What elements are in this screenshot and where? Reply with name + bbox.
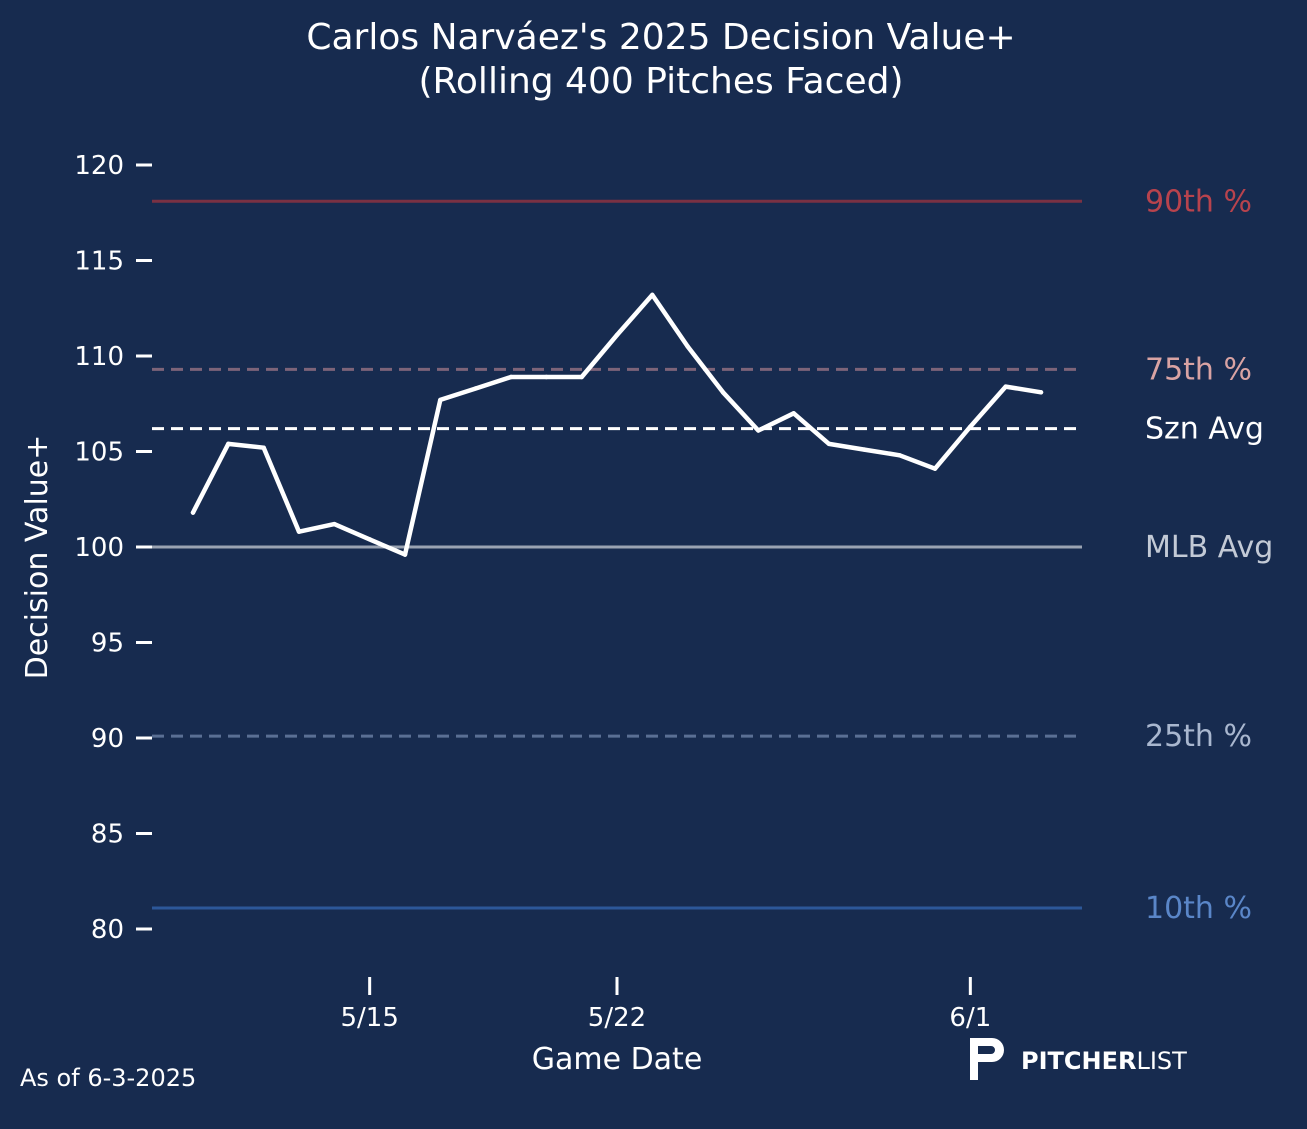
data-point (544, 374, 549, 380)
data-point (296, 529, 302, 534)
y-tick-label: 80 (91, 915, 124, 945)
ref-label-mlb-avg: MLB Avg (1145, 530, 1273, 565)
ref-label-75th: 75th % (1145, 352, 1252, 387)
y-tick-label: 115 (74, 247, 124, 277)
ref-label-szn-avg: Szn Avg (1145, 412, 1264, 447)
y-tick-label: 120 (74, 151, 124, 181)
pitcherlist-p-icon (970, 1038, 1004, 1080)
svg-text:PITCHERLIST: PITCHERLIST (1021, 1047, 1187, 1075)
x-tick-label: 5/22 (588, 1003, 646, 1033)
y-axis-label: Decision Value+ (20, 435, 55, 680)
y-tick-label: 90 (91, 724, 124, 754)
pitcherlist-logo: PITCHERLIST (970, 1038, 1187, 1080)
y-tick-label: 105 (74, 438, 124, 468)
x-tick-label: 5/15 (340, 1003, 398, 1033)
data-point (614, 332, 620, 338)
data-point (1003, 384, 1008, 389)
as-of-date: As of 6-3-2025 (20, 1064, 196, 1092)
series-group (190, 292, 1044, 557)
data-point (367, 537, 372, 542)
ref-label-90th: 90th % (1145, 184, 1252, 219)
logo-text-bold: PITCHER (1021, 1047, 1136, 1075)
data-point (579, 374, 584, 380)
ref-label-25th: 25th % (1145, 719, 1252, 754)
data-point (791, 411, 796, 416)
x-tick-label: 6/1 (949, 1003, 991, 1033)
y-tick-label: 95 (91, 629, 124, 659)
data-point (650, 292, 655, 298)
data-point (826, 441, 832, 447)
data-point (508, 374, 514, 380)
data-point (261, 445, 266, 450)
y-tick-label: 110 (74, 342, 124, 372)
x-axis: 5/15 5/22 6/1 (340, 977, 991, 1033)
data-point (685, 344, 690, 349)
data-point (720, 390, 726, 395)
data-point (332, 521, 337, 527)
data-point (438, 397, 443, 403)
data-point (402, 552, 408, 557)
y-tick-label: 85 (91, 820, 124, 850)
y-axis: 80 85 90 95 100 105 110 115 120 (74, 151, 152, 945)
data-point (473, 386, 478, 391)
data-point (932, 466, 938, 471)
data-point (897, 453, 902, 458)
chart-title-line2: (Rolling 400 Pitches Faced) (418, 61, 903, 102)
ref-label-10th: 10th % (1145, 891, 1252, 926)
data-point (862, 447, 867, 452)
reference-lines: 90th % 75th % Szn Avg MLB Avg 25th % 10th % (152, 184, 1273, 926)
y-tick-label: 100 (74, 533, 124, 563)
data-point (1038, 390, 1044, 395)
chart-title-line1: Carlos Narváez's 2025 Decision Value+ (306, 17, 1015, 58)
x-axis-label: Game Date (532, 1042, 703, 1077)
logo-text-light: LIST (1136, 1047, 1187, 1075)
data-point (226, 441, 231, 447)
data-point (190, 510, 196, 515)
data-point (756, 428, 761, 433)
data-point (968, 424, 973, 429)
